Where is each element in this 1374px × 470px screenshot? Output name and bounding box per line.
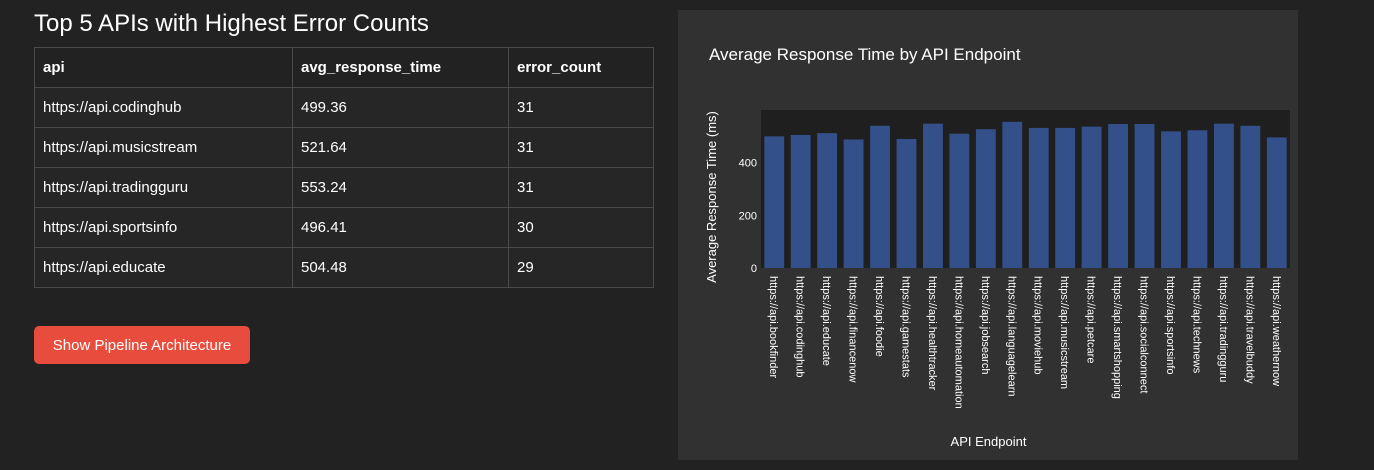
x-tick-label-14: https://api.socialconnect (1138, 276, 1150, 393)
table-cell-api: https://api.sportsinfo (34, 207, 293, 248)
error-table: api avg_response_time error_count https:… (34, 47, 654, 288)
table-cell-error-count: 31 (508, 167, 654, 208)
x-tick-label-1: https://api.codinghub (794, 276, 806, 378)
y-tick-label-1: 200 (739, 210, 757, 222)
x-tick-label-17: https://api.tradingguru (1217, 276, 1229, 382)
plot-background (761, 110, 1290, 268)
bar-7 (949, 133, 970, 268)
response-time-chart: Average Response Time by API Endpoint 0 2… (704, 45, 1290, 449)
table-cell-error-count: 30 (508, 207, 654, 248)
bar-4 (870, 125, 890, 268)
table-cell-avg-response-time: 504.48 (292, 247, 509, 288)
chart-panel: Average Response Time by API Endpoint 0 2… (678, 10, 1298, 460)
table-cell-avg-response-time: 496.41 (292, 207, 509, 248)
bar-16 (1187, 130, 1208, 268)
x-tick-label-18: https://api.travelbuddy (1243, 276, 1255, 384)
x-tick-label-11: https://api.musicstream (1058, 276, 1070, 389)
x-tick-label-7: https://api.homeautomation (952, 276, 964, 409)
table-cell-api: https://api.musicstream (34, 127, 293, 168)
x-tick-label-0: https://api.bookfinder (767, 276, 779, 378)
bar-8 (975, 129, 996, 268)
x-tick-label-16: https://api.technews (1190, 276, 1202, 374)
y-tick-label-0: 0 (751, 263, 757, 275)
table-cell-error-count: 31 (508, 127, 654, 168)
chart-title: Average Response Time by API Endpoint (709, 45, 1021, 64)
x-axis-label: API Endpoint (951, 434, 1027, 449)
page-title: Top 5 APIs with Highest Error Counts (34, 10, 429, 37)
bar-18 (1240, 125, 1261, 268)
bar-3 (843, 139, 864, 268)
table-cell-api: https://api.educate (34, 247, 293, 288)
bar-1 (790, 135, 811, 268)
x-tick-label-19: https://api.weathernow (1270, 276, 1282, 386)
table-cell-avg-response-time: 553.24 (292, 167, 509, 208)
bar-19 (1266, 137, 1287, 268)
show-pipeline-architecture-button[interactable]: Show Pipeline Architecture (34, 326, 250, 364)
x-tick-label-10: https://api.moviehub (1032, 276, 1044, 374)
table-cell-api: https://api.tradingguru (34, 167, 293, 208)
table-row: https://api.codinghub 499.36 31 (34, 87, 654, 128)
bar-13 (1108, 123, 1128, 269)
x-tick-label-6: https://api.healthtracker (926, 276, 938, 391)
table-cell-error-count: 29 (508, 247, 654, 288)
x-tick-label-9: https://api.languagelearn (1005, 276, 1017, 396)
table-cell-avg-response-time: 499.36 (292, 87, 509, 128)
table-cell-avg-response-time: 521.64 (292, 127, 509, 168)
bar-5 (896, 138, 917, 268)
table-row: https://api.educate 504.48 29 (34, 247, 654, 288)
bar-6 (923, 123, 943, 268)
x-tick-label-15: https://api.sportsinfo (1164, 276, 1176, 374)
x-tick-label-4: https://api.foodie (873, 276, 885, 357)
x-tick-label-3: https://api.financenow (847, 276, 859, 382)
table-row: https://api.tradingguru 553.24 31 (34, 167, 654, 208)
bar-14 (1134, 123, 1155, 269)
column-header-avg-response-time: avg_response_time (292, 47, 509, 88)
table-row: https://api.sportsinfo 496.41 30 (34, 207, 654, 248)
y-tick-label-2: 400 (739, 158, 757, 170)
y-axis-label: Average Response Time (ms) (704, 111, 719, 283)
bar-10 (1028, 127, 1049, 268)
x-tick-label-5: https://api.gamestats (899, 276, 911, 378)
bar-12 (1081, 126, 1102, 268)
x-tick-label-2: https://api.educate (820, 276, 832, 366)
x-tick-label-13: https://api.smartshopping (1111, 276, 1123, 399)
column-header-error-count: error_count (508, 47, 654, 88)
column-header-api: api (34, 47, 293, 88)
bar-2 (817, 133, 838, 268)
bar-17 (1213, 123, 1234, 268)
bar-15 (1161, 131, 1181, 268)
table-cell-api: https://api.codinghub (34, 87, 293, 128)
bar-9 (1002, 121, 1023, 268)
bar-0 (764, 136, 785, 268)
table-cell-error-count: 31 (508, 87, 654, 128)
bar-11 (1055, 127, 1076, 268)
x-tick-label-8: https://api.jobsearch (979, 276, 991, 374)
x-tick-label-12: https://api.petcare (1085, 276, 1097, 363)
table-row: https://api.musicstream 521.64 31 (34, 127, 654, 168)
table-header-row: api avg_response_time error_count (34, 47, 654, 88)
